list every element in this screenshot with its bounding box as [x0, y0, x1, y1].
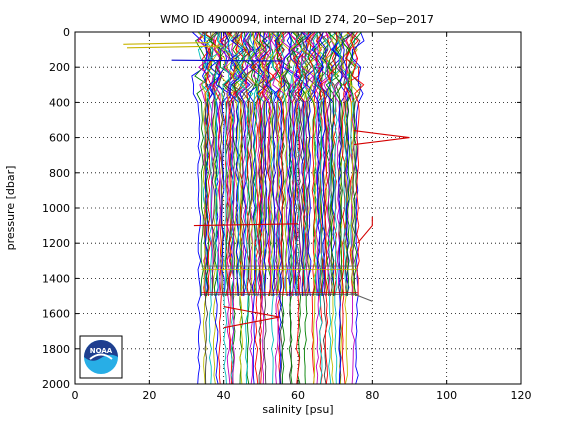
x-tick-label: 0	[72, 389, 79, 402]
salinity-profile-line	[191, 32, 207, 384]
salinity-profile-line	[247, 32, 262, 297]
salinity-profile-line	[238, 32, 254, 384]
x-tick-label: 100	[436, 389, 457, 402]
outlier-spikes	[123, 42, 410, 329]
salinity-profile-line	[246, 32, 259, 297]
salinity-profile-line	[201, 32, 214, 297]
salinity-profile-line	[237, 32, 252, 297]
salinity-profile-line	[337, 32, 353, 297]
y-tick-label: 400	[49, 96, 70, 109]
salinity-profile-line	[202, 32, 217, 297]
salinity-profile-line	[309, 32, 322, 384]
salinity-profile-line	[273, 32, 286, 384]
salinity-profile-line	[233, 32, 246, 297]
x-tick-label: 40	[217, 389, 231, 402]
y-tick-label: 200	[49, 61, 70, 74]
outlier-spike-line	[349, 291, 373, 302]
salinity-profile-line	[210, 32, 221, 297]
salinity-profile-line	[325, 32, 340, 384]
salinity-profile-line	[243, 32, 257, 297]
salinity-profile-line	[217, 32, 233, 384]
salinity-profile-line	[311, 32, 323, 296]
salinity-profile-line	[349, 32, 361, 296]
salinity-profile-line	[325, 32, 340, 297]
salinity-profile-line	[215, 32, 231, 297]
x-axis-ticks: 0 20 40 60 80 100 120	[72, 32, 532, 402]
salinity-profile-line	[301, 32, 315, 297]
y-tick-label: 1000	[42, 202, 70, 215]
chart-title: WMO ID 4900094, internal ID 274, 20−Sep−…	[160, 13, 434, 26]
x-tick-label: 80	[365, 389, 379, 402]
salinity-profile-line	[258, 32, 273, 297]
salinity-profile-line	[197, 32, 212, 384]
salinity-profile-line	[247, 32, 261, 384]
outlier-spike-line	[353, 130, 410, 146]
salinity-profile-line	[350, 32, 365, 297]
salinity-profile-line	[291, 32, 307, 297]
salinity-profile-line	[341, 32, 356, 297]
salinity-profile-line	[208, 32, 224, 384]
salinity-profile-line	[327, 32, 338, 297]
x-axis-label: salinity [psu]	[262, 403, 333, 416]
salinity-profile-line	[310, 32, 323, 384]
salinity-profile-line	[213, 32, 225, 297]
y-tick-label: 1800	[42, 343, 70, 356]
outlier-spike-line	[126, 45, 224, 49]
salinity-profile-line	[284, 32, 300, 297]
salinity-profile-line	[323, 32, 337, 297]
salinity-profile-line	[280, 32, 293, 297]
salinity-profile-line	[257, 32, 272, 384]
x-tick-label: 60	[291, 389, 305, 402]
outlier-spike-line	[223, 306, 280, 329]
salinity-profile-line	[334, 32, 346, 297]
salinity-profile-line	[351, 32, 365, 384]
y-tick-label: 800	[49, 167, 70, 180]
y-tick-label: 2000	[42, 378, 70, 391]
salinity-profiles	[191, 32, 365, 384]
outlier-spike-line	[357, 216, 373, 244]
salinity-profile-line	[287, 32, 302, 297]
salinity-profile-line	[291, 32, 304, 297]
y-axis-label: pressure [dbar]	[4, 166, 17, 251]
noaa-logo: NOAA	[79, 335, 123, 379]
salinity-profile-line	[224, 32, 240, 384]
outlier-spike-line	[193, 223, 299, 227]
y-tick-label: 600	[49, 132, 70, 145]
x-tick-label: 20	[142, 389, 156, 402]
outlier-spike-line	[171, 59, 284, 62]
salinity-profile-line	[299, 32, 310, 296]
salinity-profile-line	[317, 32, 328, 297]
salinity-profile-line	[264, 32, 279, 297]
y-axis-ticks: 0 200 400 600 800 1000 1200 1400 1600 1800 2000	[42, 26, 521, 391]
salinity-profile-line	[278, 32, 292, 296]
x-tick-label: 120	[511, 389, 532, 402]
salinity-profile-line	[266, 32, 281, 297]
noaa-logo-text: NOAA	[90, 347, 113, 355]
y-tick-label: 1600	[42, 308, 70, 321]
salinity-profile-line	[345, 32, 358, 384]
salinity-profile-line	[302, 32, 316, 297]
salinity-profile-line	[271, 32, 285, 384]
salinity-profile-line	[347, 32, 362, 297]
y-tick-label: 1200	[42, 237, 70, 250]
outlier-spike-line	[123, 42, 209, 45]
salinity-profile-line	[284, 32, 299, 384]
salinity-profile-line	[292, 32, 304, 384]
y-tick-label: 0	[63, 26, 70, 39]
salinity-profile-line	[229, 32, 245, 297]
salinity-profile-line	[201, 32, 215, 297]
salinity-profile-line	[297, 32, 314, 384]
y-tick-label: 1400	[42, 272, 70, 285]
salinity-profile-line	[194, 32, 209, 297]
salinity-profile-line	[203, 32, 216, 384]
salinity-profile-line	[295, 32, 311, 297]
salinity-profile-line	[319, 32, 334, 384]
salinity-profile-line	[261, 32, 275, 297]
salinity-profile-line	[305, 32, 318, 297]
